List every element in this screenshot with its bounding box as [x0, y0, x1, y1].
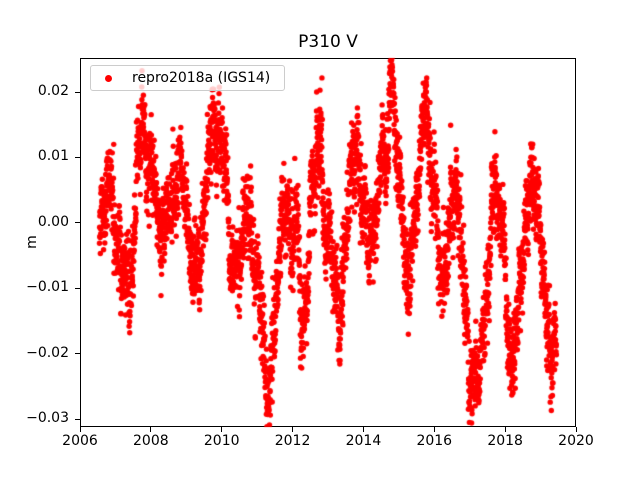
plot-title: P310 V	[298, 32, 358, 52]
y-tick-mark	[75, 353, 80, 355]
y-tick-mark	[75, 287, 80, 289]
y-tick-label: −0.03	[26, 410, 69, 427]
y-axis-label: m	[24, 235, 40, 249]
x-tick-mark	[433, 427, 435, 432]
legend: repro2018a (IGS14)	[90, 65, 286, 91]
x-tick-mark	[221, 427, 223, 432]
y-tick-mark	[75, 91, 80, 93]
y-tick-label: −0.01	[26, 279, 69, 296]
x-tick-mark	[150, 427, 152, 432]
y-tick-mark	[75, 222, 80, 224]
y-tick-mark	[75, 156, 80, 158]
x-tick-label: 2008	[133, 433, 169, 449]
x-tick-mark	[292, 427, 294, 432]
x-tick-label: 2010	[203, 433, 240, 449]
legend-label: repro2018a (IGS14)	[132, 70, 271, 86]
x-tick-label: 2020	[558, 433, 594, 449]
axes-frame: repro2018a (IGS14)	[80, 58, 576, 427]
y-tick-label: 0.01	[37, 148, 69, 165]
y-tick-label: 0.02	[37, 83, 69, 100]
legend-dot-marker-icon	[105, 74, 112, 82]
x-tick-label: 2012	[274, 433, 311, 449]
y-tick-mark	[75, 418, 80, 420]
x-tick-label: 2006	[62, 433, 98, 449]
x-tick-label: 2018	[487, 433, 523, 449]
y-tick-label: 0.00	[37, 213, 69, 230]
x-tick-mark	[504, 427, 506, 432]
x-tick-mark	[575, 427, 577, 432]
x-tick-mark	[79, 427, 81, 432]
x-tick-label: 2014	[345, 433, 382, 449]
y-tick-label: −0.02	[26, 344, 69, 361]
x-tick-mark	[362, 427, 364, 432]
x-tick-label: 2016	[416, 433, 453, 449]
